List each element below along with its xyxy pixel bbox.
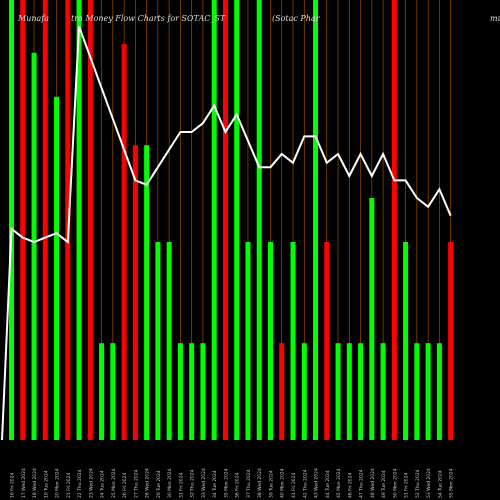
x-tick-label: 29 Tue 2024 — [156, 470, 162, 498]
x-tick-label: 40 Mon 2024 — [280, 468, 286, 498]
x-tick-label: 32 Thu 2024 — [190, 469, 196, 498]
x-tick-label: 20 Mon 2024 — [55, 468, 61, 498]
chart-title: Munafa tra Money Flow Charts for SOTAC_ST — [18, 14, 225, 23]
x-tick-label: 46 Fri 2024 — [347, 472, 353, 498]
bar-30 — [335, 343, 341, 440]
bar-21 — [234, 0, 240, 440]
x-tick-label: 34 Tue 2024 — [212, 470, 218, 498]
bar-35 — [391, 0, 397, 440]
x-tick-label: 35 Mon 2024 — [223, 468, 229, 498]
chart-title-right: mu — [490, 14, 500, 23]
x-tick-label: 53 Wed 2024 — [426, 468, 432, 498]
bar-32 — [358, 343, 364, 440]
x-tick-label: 36 Fri 2024 — [235, 472, 241, 498]
bar-17 — [189, 343, 195, 440]
chart-subtitle: (Sotac Phar — [272, 14, 320, 23]
x-tick-label: 44 Tue 2024 — [325, 470, 331, 498]
bar-14 — [155, 242, 161, 440]
bar-15 — [166, 242, 172, 440]
bar-19 — [211, 0, 217, 440]
x-tick-label: 55 Mon 2024 — [449, 468, 455, 498]
x-tick-label: 18 Wed 2024 — [32, 468, 38, 498]
x-tick-label: 47 Thu 2024 — [359, 469, 365, 498]
money-flow-line — [1, 26, 452, 441]
x-tick-label: 24 Tue 2024 — [100, 470, 106, 498]
x-tick-label: 45 Mon 2024 — [336, 468, 342, 498]
x-tick-label: 31 Fri 2024 — [178, 472, 184, 498]
bar-27 — [301, 343, 307, 440]
x-tick-label: 54 Tue 2024 — [437, 470, 443, 498]
x-tick-label: 49 Tue 2024 — [381, 470, 387, 498]
x-tick-label: 25 Mon 2024 — [111, 468, 117, 498]
bar-24 — [267, 242, 273, 440]
x-tick-label: 43 Wed 2024 — [314, 468, 320, 498]
bar-11 — [121, 44, 127, 440]
bar-40 — [448, 242, 454, 440]
x-tick-label: 39 Tue 2024 — [268, 470, 274, 498]
bar-13 — [144, 145, 150, 440]
bar-33 — [369, 198, 375, 440]
bar-29 — [324, 242, 330, 440]
bar-36 — [403, 242, 409, 440]
x-tick-label: 27 Thu 2024 — [133, 469, 139, 498]
x-tick-label: 38 Wed 2024 — [257, 468, 263, 498]
bar-8 — [87, 0, 93, 440]
bar-5 — [54, 96, 60, 441]
x-tick-label: 21 Fri 2024 — [66, 472, 72, 498]
x-tick-label: 50 Mon 2024 — [392, 468, 398, 498]
bar-16 — [177, 343, 183, 440]
bar-25 — [279, 343, 285, 440]
bar-4 — [42, 0, 48, 440]
x-tick-label: 22 Thu 2024 — [77, 469, 83, 498]
x-tick-label: 26 Fri 2024 — [122, 472, 128, 498]
bar-22 — [245, 242, 251, 440]
bar-2 — [20, 0, 26, 440]
bar-31 — [346, 343, 352, 440]
x-tick-label: 30 Mon 2024 — [167, 468, 173, 498]
x-tick-label: 19 Tue 2024 — [43, 470, 49, 498]
x-tick-label: 52 Thu 2024 — [415, 469, 421, 498]
x-tick-label: 42 Thu 2024 — [302, 469, 308, 498]
x-tick-label: 23 Wed 2024 — [88, 468, 94, 498]
bar-23 — [256, 0, 262, 440]
bar-18 — [200, 343, 206, 440]
bar-3 — [31, 52, 37, 441]
bar-38 — [425, 343, 431, 440]
x-tick-label: 28 Wed 2024 — [145, 468, 151, 498]
chart-title-left: Munafa — [18, 14, 49, 23]
x-tick-label: 17 Wed 2024 — [21, 468, 27, 498]
bar-12 — [132, 145, 138, 440]
x-tick-label: 33 Wed 2024 — [201, 468, 207, 498]
bar-28 — [313, 0, 319, 440]
x-tick-label: 16 Fri 2024 — [10, 472, 16, 498]
bar-10 — [110, 343, 116, 440]
bar-37 — [414, 343, 420, 440]
x-tick-label: 48 Wed 2024 — [370, 468, 376, 498]
bar-9 — [99, 343, 105, 440]
bar-1 — [9, 0, 14, 440]
bar-20 — [222, 0, 228, 440]
bar-7 — [76, 0, 82, 440]
x-tick-label: 37 Thu 2024 — [246, 469, 252, 498]
bar-26 — [290, 242, 296, 440]
x-tick-label: 41 Fri 2024 — [291, 472, 297, 498]
bar-6 — [65, 0, 71, 440]
bar-34 — [380, 343, 386, 440]
bar-39 — [436, 343, 442, 440]
x-tick-label: 51 Fri 2024 — [404, 472, 410, 498]
chart-title-main: tra Money Flow Charts for SOTAC_ST — [71, 14, 226, 23]
